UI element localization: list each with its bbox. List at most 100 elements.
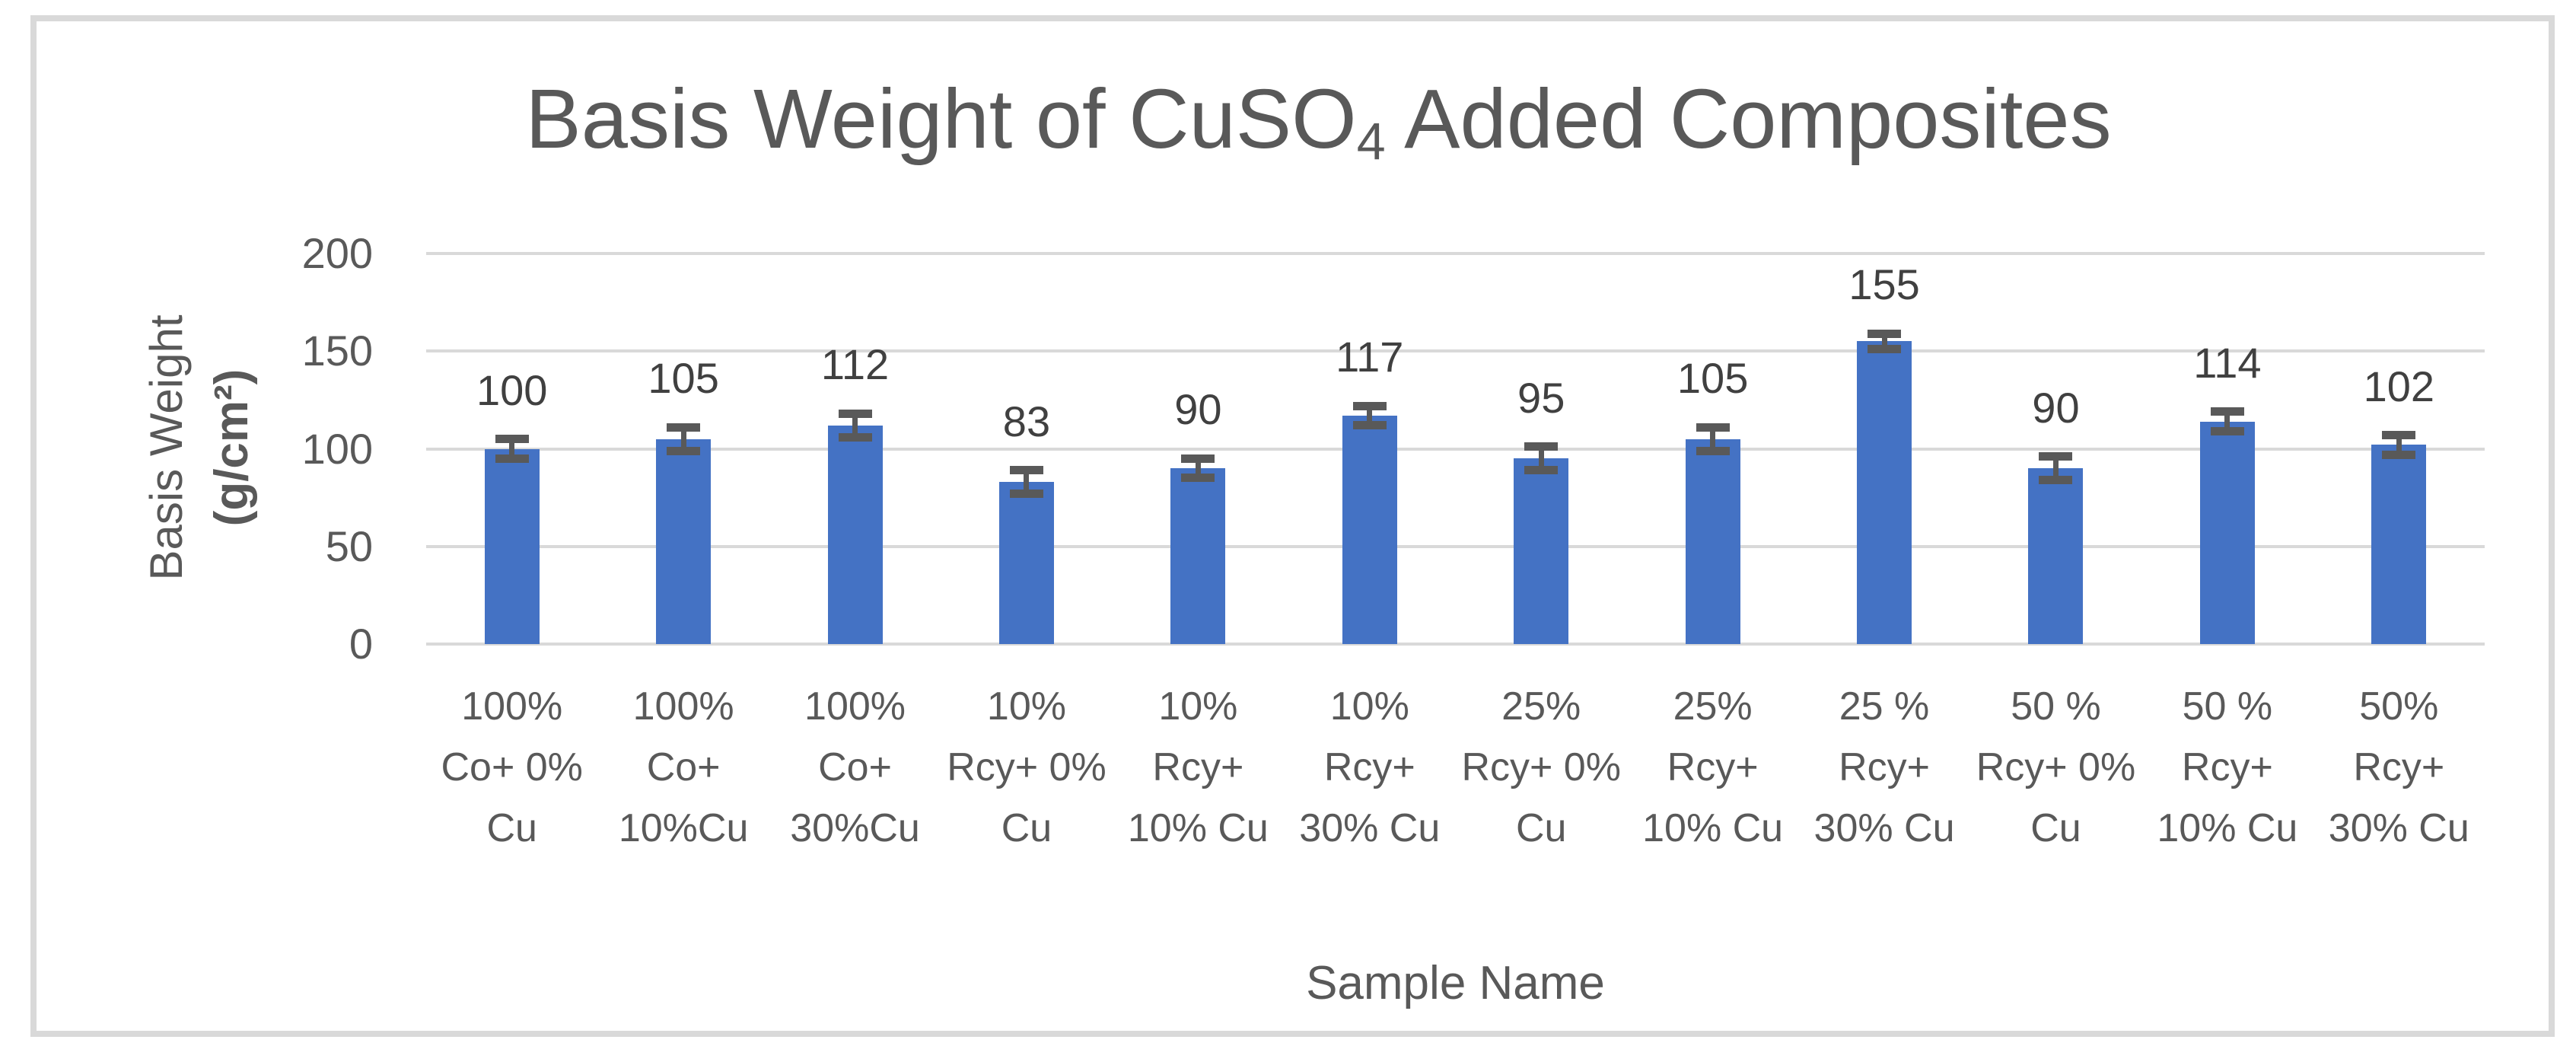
error-bar-cap-bottom xyxy=(1868,345,1902,354)
error-bar-cap-top xyxy=(2210,407,2244,416)
category-label-line: 50% xyxy=(2359,684,2439,729)
category-label-line: 10% xyxy=(986,684,1066,729)
category-label: 100% Co+ 10%Cu xyxy=(586,676,780,859)
category-label-line: 25% xyxy=(1673,684,1753,729)
error-bar-cap-bottom xyxy=(495,454,529,463)
category-label-line: Rcy+ xyxy=(1152,745,1244,789)
category-label-line: 50 % xyxy=(2182,684,2273,729)
data-label: 83 xyxy=(1002,397,1051,445)
y-tick-label: 200 xyxy=(301,229,373,277)
error-bar-cap-top xyxy=(838,409,872,418)
category-label: 100% Co+ 0% Cu xyxy=(415,676,609,859)
bar xyxy=(2371,445,2427,644)
error-bar-cap-bottom xyxy=(838,432,872,442)
data-label: 105 xyxy=(648,354,719,403)
category-label-line: Co+ xyxy=(646,745,721,789)
data-label: 112 xyxy=(820,340,890,389)
category-label-line: 100% xyxy=(632,684,734,729)
category-label-line: 30% Cu xyxy=(2328,806,2469,850)
chart-title-pre: Basis Weight of CuSO xyxy=(525,72,1357,166)
error-bar-cap-top xyxy=(1352,401,1387,410)
category-label-line: Co+ xyxy=(818,745,892,789)
category-label-line: 25% xyxy=(1501,684,1581,729)
category-label-line: Rcy+ xyxy=(1667,745,1759,789)
chart-title-post: Added Composites xyxy=(1385,72,2112,166)
category-label-line: 10% Cu xyxy=(1642,806,1784,850)
error-bar-cap-top xyxy=(1868,329,1902,338)
category-label-line: Cu xyxy=(486,806,537,850)
data-label: 105 xyxy=(1676,354,1749,403)
category-label-line: Rcy+ 0% xyxy=(1976,745,2136,789)
bar xyxy=(1857,341,1912,644)
data-label: 90 xyxy=(2032,383,2080,432)
error-bar-stem xyxy=(2052,456,2059,480)
category-label: 50% Rcy+ 30% Cu xyxy=(2302,676,2496,859)
category-label-line: Rcy+ xyxy=(2181,745,2273,789)
error-bar-cap-bottom xyxy=(1524,466,1559,475)
category-label: 10% Rcy+ 30% Cu xyxy=(1272,676,1466,859)
category-label-line: 50 % xyxy=(2011,684,2101,729)
gridline xyxy=(426,643,2485,646)
gridline xyxy=(426,349,2485,353)
category-label-line: 25 % xyxy=(1839,684,1930,729)
category-label-line: 30% Cu xyxy=(1813,806,1955,850)
error-bar-cap-bottom xyxy=(2039,476,2073,485)
bar xyxy=(1170,468,1226,644)
error-bar-cap-top xyxy=(1524,442,1559,451)
category-label-line: 10% xyxy=(1329,684,1409,729)
error-bar-cap-top xyxy=(2382,431,2416,440)
error-bar-cap-top xyxy=(1181,454,1215,463)
data-label: 100 xyxy=(476,365,548,414)
gridline xyxy=(426,252,2485,255)
category-label-line: Rcy+ xyxy=(1323,745,1415,789)
gridline xyxy=(426,447,2485,451)
error-bar-stem xyxy=(1538,446,1544,470)
category-label: 50 % Rcy+ 10% Cu xyxy=(2130,676,2324,859)
category-label-line: 30%Cu xyxy=(790,806,920,850)
error-bar-cap-top xyxy=(495,435,529,444)
y-tick-label: 50 xyxy=(325,521,373,570)
category-label: 25% Rcy+ 0% Cu xyxy=(1444,676,1638,859)
error-bar-stem xyxy=(1710,427,1716,451)
category-label-line: Cu xyxy=(1001,806,1052,850)
chart-title-subscript: 4 xyxy=(1356,113,1386,171)
error-bar-cap-bottom xyxy=(1009,489,1043,498)
category-label: 25% Rcy+ 10% Cu xyxy=(1616,676,1810,859)
category-label-line: Rcy+ xyxy=(2353,745,2445,789)
bar xyxy=(1514,458,1569,644)
error-bar-stem xyxy=(680,427,686,451)
category-label-line: Cu xyxy=(2030,806,2081,850)
category-label-line: 10% xyxy=(1158,684,1238,729)
bar xyxy=(1685,439,1740,644)
category-label-line: 10%Cu xyxy=(618,806,749,850)
bar xyxy=(656,439,712,644)
category-label-line: 10% Cu xyxy=(2157,806,2298,850)
error-bar-stem xyxy=(2396,435,2402,455)
category-label: 10% Rcy+ 0% Cu xyxy=(929,676,1123,859)
category-label-line: 100% xyxy=(461,684,563,729)
category-label-line: Cu xyxy=(1515,806,1567,850)
error-bar-stem xyxy=(2224,411,2231,432)
error-bar-cap-top xyxy=(1696,423,1730,432)
error-bar-stem xyxy=(1024,470,1030,494)
error-bar-cap-top xyxy=(2039,452,2073,461)
bar xyxy=(2199,421,2255,644)
error-bar-stem xyxy=(1195,458,1201,478)
bar xyxy=(998,482,1054,644)
y-tick-label: 100 xyxy=(301,424,373,473)
error-bar-cap-top xyxy=(1009,466,1043,475)
category-label: 25 % Rcy+ 30% Cu xyxy=(1787,676,1981,859)
error-bar-cap-bottom xyxy=(1352,421,1387,430)
category-label: 50 % Rcy+ 0% Cu xyxy=(1959,676,2153,859)
error-bar-stem xyxy=(1881,333,1887,349)
data-label: 90 xyxy=(1174,385,1222,434)
category-label-line: Rcy+ 0% xyxy=(1461,745,1621,789)
y-tick-label: 150 xyxy=(301,327,373,375)
category-label-line: Rcy+ 0% xyxy=(947,745,1107,789)
error-bar-cap-bottom xyxy=(2382,450,2416,459)
data-label: 114 xyxy=(2193,338,2262,387)
category-label-line: 10% Cu xyxy=(1127,806,1269,850)
category-label-line: 100% xyxy=(804,684,906,729)
bar xyxy=(827,425,883,644)
